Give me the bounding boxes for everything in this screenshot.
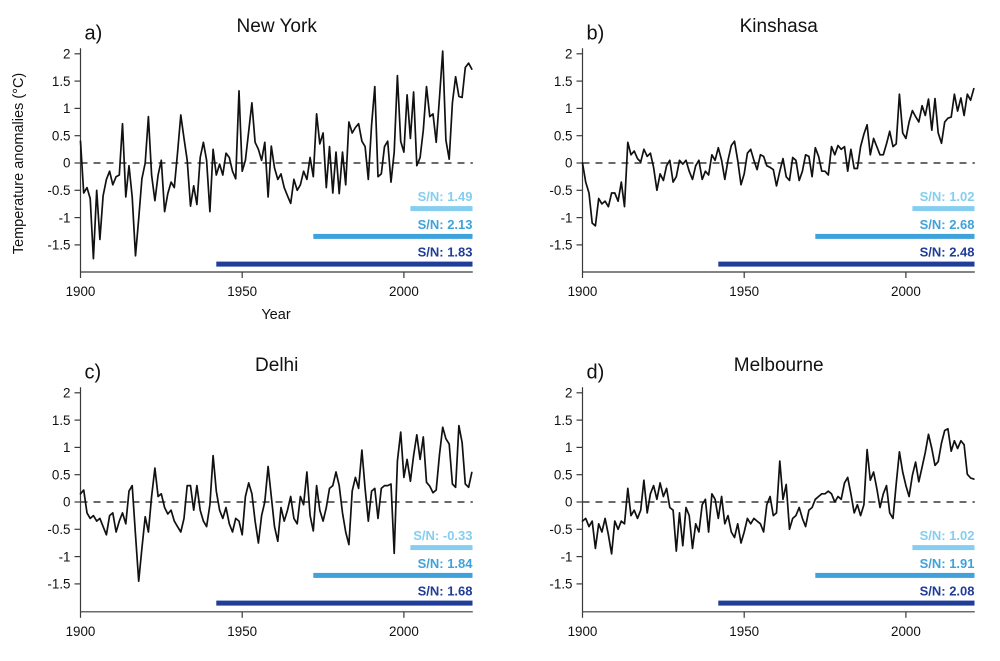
svg-text:0: 0 — [63, 156, 70, 171]
svg-text:-1.5: -1.5 — [549, 238, 572, 253]
svg-text:c): c) — [85, 361, 102, 383]
svg-text:0: 0 — [63, 495, 70, 510]
svg-text:-1.5: -1.5 — [47, 577, 70, 592]
svg-text:S/N: 2.68: S/N: 2.68 — [920, 217, 975, 232]
svg-text:S/N: 1.68: S/N: 1.68 — [418, 584, 473, 599]
svg-text:-0.5: -0.5 — [549, 522, 572, 537]
svg-text:S/N: 2.13: S/N: 2.13 — [418, 217, 473, 232]
svg-text:Year: Year — [261, 307, 290, 323]
svg-text:Kinshasa: Kinshasa — [740, 16, 819, 37]
svg-text:-0.5: -0.5 — [47, 183, 70, 198]
svg-text:0.5: 0.5 — [52, 128, 71, 143]
svg-text:1: 1 — [63, 440, 70, 455]
svg-text:1900: 1900 — [66, 624, 96, 639]
svg-text:-1: -1 — [561, 210, 573, 225]
svg-text:S/N: 1.49: S/N: 1.49 — [418, 189, 473, 204]
svg-text:S/N: 1.02: S/N: 1.02 — [920, 528, 975, 543]
svg-text:2: 2 — [63, 47, 70, 62]
svg-text:2: 2 — [565, 47, 572, 62]
svg-text:1.5: 1.5 — [52, 413, 71, 428]
svg-text:S/N: -0.33: S/N: -0.33 — [413, 528, 472, 543]
svg-text:-0.5: -0.5 — [549, 183, 572, 198]
svg-text:1950: 1950 — [227, 624, 257, 639]
svg-text:-1.5: -1.5 — [549, 577, 572, 592]
svg-text:Delhi: Delhi — [255, 355, 298, 376]
svg-text:1950: 1950 — [227, 284, 257, 299]
svg-text:Melbourne: Melbourne — [734, 355, 824, 376]
svg-text:S/N: 1.02: S/N: 1.02 — [920, 189, 975, 204]
svg-text:2000: 2000 — [891, 624, 921, 639]
svg-text:1: 1 — [565, 440, 572, 455]
svg-text:1: 1 — [63, 101, 70, 116]
svg-text:-0.5: -0.5 — [47, 522, 70, 537]
svg-text:a): a) — [85, 22, 103, 44]
svg-text:New York: New York — [237, 16, 318, 37]
svg-text:-1: -1 — [561, 549, 573, 564]
svg-text:1.5: 1.5 — [554, 413, 573, 428]
svg-text:S/N: 1.83: S/N: 1.83 — [418, 245, 473, 260]
svg-text:Temperature anomalies (°C): Temperature anomalies (°C) — [11, 73, 27, 254]
svg-text:0: 0 — [565, 495, 572, 510]
svg-text:S/N: 2.48: S/N: 2.48 — [920, 245, 975, 260]
svg-text:1900: 1900 — [66, 284, 96, 299]
svg-text:2000: 2000 — [389, 284, 419, 299]
svg-text:d): d) — [587, 361, 605, 383]
svg-text:-1: -1 — [59, 549, 71, 564]
svg-text:-1: -1 — [59, 210, 71, 225]
svg-text:0.5: 0.5 — [554, 467, 573, 482]
svg-text:2000: 2000 — [891, 284, 921, 299]
svg-text:1950: 1950 — [729, 284, 759, 299]
svg-text:1950: 1950 — [729, 624, 759, 639]
svg-text:2: 2 — [63, 386, 70, 401]
svg-text:1.5: 1.5 — [52, 74, 71, 89]
svg-text:1900: 1900 — [568, 284, 598, 299]
svg-text:1.5: 1.5 — [554, 74, 573, 89]
svg-text:2: 2 — [565, 386, 572, 401]
svg-text:S/N: 2.08: S/N: 2.08 — [920, 584, 975, 599]
svg-text:b): b) — [587, 22, 605, 44]
svg-text:0.5: 0.5 — [52, 467, 71, 482]
svg-text:S/N: 1.84: S/N: 1.84 — [418, 556, 474, 571]
svg-text:0: 0 — [565, 156, 572, 171]
svg-text:S/N: 1.91: S/N: 1.91 — [920, 556, 975, 571]
svg-text:2000: 2000 — [389, 624, 419, 639]
svg-text:1: 1 — [565, 101, 572, 116]
svg-text:1900: 1900 — [568, 624, 598, 639]
svg-text:0.5: 0.5 — [554, 128, 573, 143]
svg-text:-1.5: -1.5 — [47, 238, 70, 253]
